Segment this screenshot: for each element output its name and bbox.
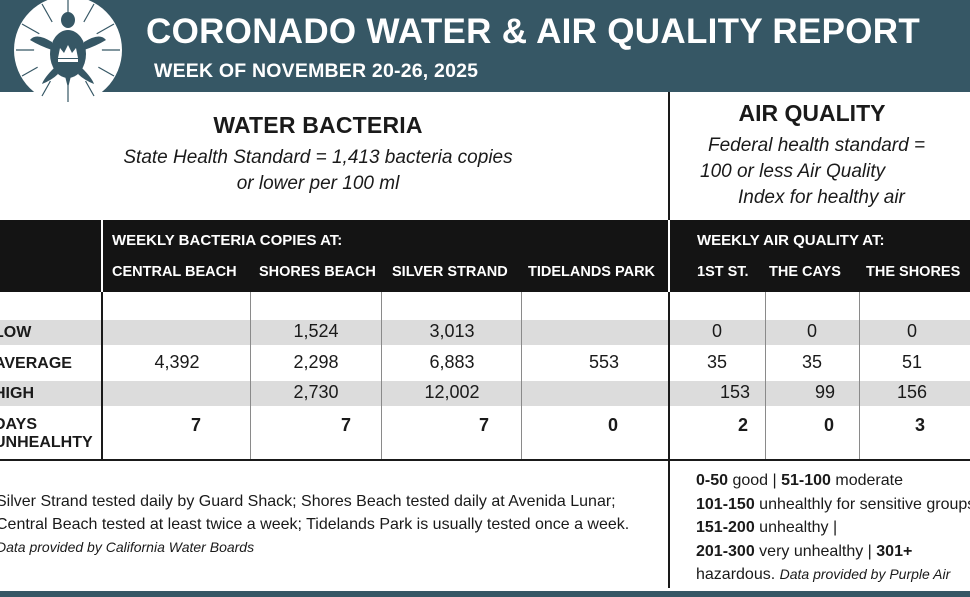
cell-the-shores: 3 xyxy=(914,415,925,435)
cell-the-cays: 0 xyxy=(806,321,817,341)
aqi-text-good: good | xyxy=(728,472,782,489)
report-header: CORONADO WATER & AIR QUALITY REPORT WEEK… xyxy=(0,0,970,104)
table-row-average: AVERAGE 4,392 2,298 6,883 553 35 35 51 xyxy=(0,350,970,376)
footer-bar xyxy=(0,591,970,597)
col-central-beach: CENTRAL BEACH xyxy=(112,264,237,280)
cell-central-beach: 7 xyxy=(190,415,201,435)
air-section-heading: AIR QUALITY Federal health standard = 10… xyxy=(672,100,970,211)
cell-the-cays: 35 xyxy=(801,352,823,372)
column-divider xyxy=(668,220,670,292)
water-standard-line1: State Health Standard = 1,413 bacteria c… xyxy=(123,147,513,168)
sea-turtle-crown-icon xyxy=(16,0,120,102)
column-divider xyxy=(381,292,382,460)
cell-shores-beach: 7 xyxy=(340,415,351,435)
col-the-shores: THE SHORES xyxy=(866,264,961,280)
cell-1st-st: 2 xyxy=(737,415,748,435)
cell-1st-st: 153 xyxy=(719,382,751,402)
air-standard: Federal health standard = 100 or less Ai… xyxy=(672,133,970,211)
section-divider xyxy=(668,460,670,588)
water-group-label: WEEKLY BACTERIA COPIES AT: xyxy=(112,232,343,249)
cell-tidelands-park: 0 xyxy=(607,415,618,435)
aqi-text-unhealthy: unhealthy | xyxy=(754,519,838,536)
table-row-low: LOW 1,524 3,013 0 0 0 xyxy=(0,320,970,345)
table-header: WEEKLY BACTERIA COPIES AT: WEEKLY AIR QU… xyxy=(0,220,970,292)
column-divider xyxy=(765,292,766,460)
water-heading: WATER BACTERIA xyxy=(213,112,423,138)
water-standard-line2: or lower per 100 ml xyxy=(236,173,400,194)
cell-the-cays: 0 xyxy=(823,415,834,435)
col-1st-st: 1ST ST. xyxy=(697,264,749,280)
table-row-high: HIGH 2,730 12,002 153 99 156 xyxy=(0,381,970,406)
logo xyxy=(14,0,122,104)
column-divider xyxy=(859,292,860,460)
report-week: WEEK OF NOVEMBER 20-26, 2025 xyxy=(154,60,479,82)
column-divider xyxy=(250,292,251,460)
aqi-text-moderate: moderate xyxy=(830,472,903,489)
col-shores-beach: SHORES BEACH xyxy=(259,264,376,280)
table-bottom-rule xyxy=(0,459,970,461)
cell-1st-st: 35 xyxy=(706,352,728,372)
row-label-line1: DAYS xyxy=(0,416,37,433)
air-standard-line1: Federal health standard = xyxy=(708,135,926,156)
column-divider xyxy=(101,220,103,292)
report-title: CORONADO WATER & AIR QUALITY REPORT xyxy=(146,12,921,51)
row-label: AVERAGE xyxy=(0,355,72,372)
water-testing-note: Silver Strand tested daily by Guard Shac… xyxy=(0,490,656,559)
section-divider xyxy=(668,92,670,220)
aqi-range-good: 0-50 xyxy=(696,472,729,489)
table-row-days-unhealthy: DAYS UNHEALHTY 7 7 7 0 2 0 3 xyxy=(0,412,970,456)
air-group-label: WEEKLY AIR QUALITY AT: xyxy=(697,232,885,249)
cell-shores-beach: 2,730 xyxy=(293,382,339,402)
cell-the-cays: 99 xyxy=(814,382,836,402)
column-divider xyxy=(521,292,522,460)
water-data-source: Data provided by California Water Boards xyxy=(0,539,255,555)
col-tidelands-park: TIDELANDS PARK xyxy=(528,264,656,280)
cell-silver-strand: 6,883 xyxy=(429,352,475,372)
cell-silver-strand: 12,002 xyxy=(424,382,480,402)
aqi-range-hazardous: 301+ xyxy=(876,542,913,560)
cell-central-beach: 4,392 xyxy=(154,352,200,372)
cell-the-shores: 0 xyxy=(906,321,917,341)
air-standard-line3: Index for healthy air xyxy=(738,187,905,208)
water-section-heading: WATER BACTERIA State Health Standard = 1… xyxy=(0,112,636,197)
row-label: HIGH xyxy=(0,385,34,402)
aqi-text-sensitive: unhealthly for sensitive groups | xyxy=(754,495,970,513)
aqi-legend: 0-50 good | 51-100 moderate 101-150 unhe… xyxy=(696,469,970,587)
column-divider xyxy=(101,292,103,460)
cell-the-shores: 156 xyxy=(896,382,928,402)
cell-silver-strand: 7 xyxy=(478,415,489,435)
column-divider xyxy=(668,292,670,460)
cell-shores-beach: 2,298 xyxy=(293,352,339,372)
aqi-text-very-unhealthy: very unhealthy | xyxy=(754,542,877,560)
water-note-text: Silver Strand tested daily by Guard Shac… xyxy=(0,493,630,533)
cell-silver-strand: 3,013 xyxy=(429,321,475,341)
col-silver-strand: SILVER STRAND xyxy=(392,264,508,280)
cell-the-shores: 51 xyxy=(901,352,923,372)
aqi-range-very-unhealthy: 201-300 xyxy=(696,542,755,560)
cell-tidelands-park: 553 xyxy=(588,352,620,372)
air-heading: AIR QUALITY xyxy=(738,100,886,126)
air-standard-line2: 100 or less Air Quality xyxy=(700,161,886,182)
aqi-range-sensitive: 101-150 xyxy=(696,495,755,513)
air-data-source: Data provided by Purple Air xyxy=(779,566,951,582)
aqi-range-unhealthy: 151-200 xyxy=(696,519,755,536)
cell-shores-beach: 1,524 xyxy=(293,321,339,341)
col-the-cays: THE CAYS xyxy=(769,264,841,280)
row-label-line2: UNHEALHTY xyxy=(0,434,93,451)
row-label: DAYS UNHEALHTY xyxy=(0,416,93,452)
water-standard: State Health Standard = 1,413 bacteria c… xyxy=(0,145,636,197)
row-label: LOW xyxy=(0,324,32,341)
cell-1st-st: 0 xyxy=(711,321,722,341)
aqi-range-moderate: 51-100 xyxy=(781,472,831,489)
aqi-text-hazardous: hazardous. xyxy=(696,566,780,583)
